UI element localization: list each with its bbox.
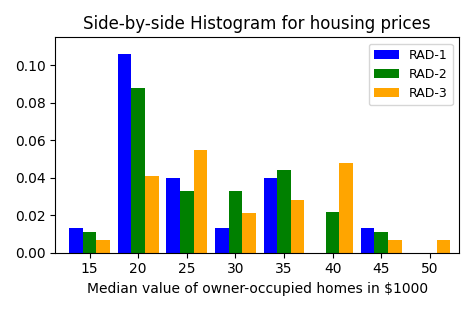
Bar: [264, 178, 277, 253]
Bar: [193, 150, 207, 253]
Bar: [437, 239, 450, 253]
Bar: [277, 170, 291, 253]
Bar: [242, 213, 256, 253]
Bar: [291, 200, 304, 253]
X-axis label: Median value of owner-occupied homes in $1000: Median value of owner-occupied homes in …: [87, 282, 428, 296]
Bar: [166, 178, 180, 253]
Bar: [82, 232, 96, 253]
Bar: [180, 191, 193, 253]
Bar: [96, 239, 110, 253]
Legend: RAD-1, RAD-2, RAD-3: RAD-1, RAD-2, RAD-3: [369, 44, 453, 105]
Bar: [388, 239, 401, 253]
Bar: [374, 232, 388, 253]
Bar: [339, 163, 353, 253]
Bar: [69, 228, 82, 253]
Bar: [118, 54, 131, 253]
Bar: [326, 211, 339, 253]
Bar: [145, 176, 158, 253]
Bar: [361, 228, 374, 253]
Bar: [131, 88, 145, 253]
Bar: [215, 228, 228, 253]
Bar: [228, 191, 242, 253]
Title: Side-by-side Histogram for housing prices: Side-by-side Histogram for housing price…: [83, 15, 431, 33]
